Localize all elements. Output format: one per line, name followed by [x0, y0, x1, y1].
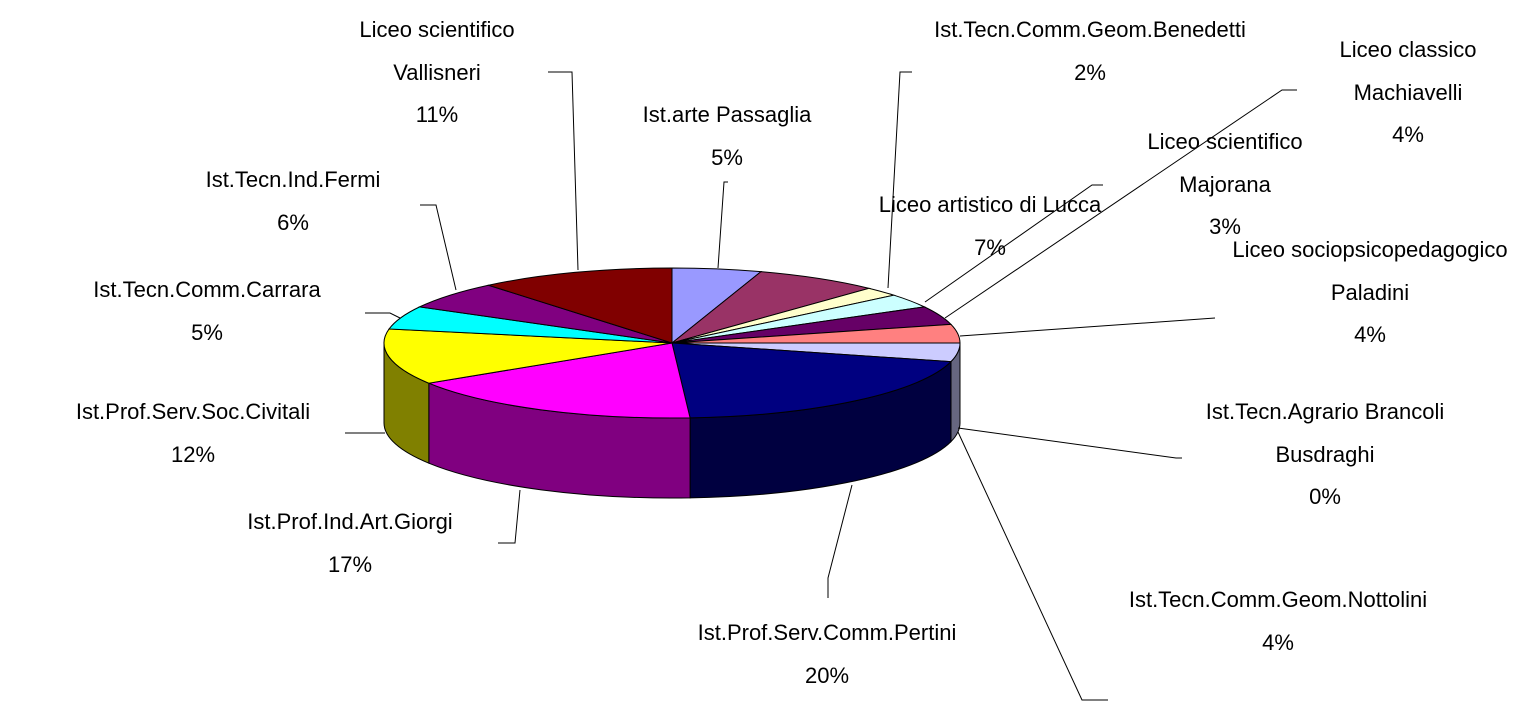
data-label: Liceo classico Machiavelli 4% — [1291, 29, 1526, 157]
data-label: Ist.Prof.Ind.Art.Giorgi 17% — [190, 501, 510, 586]
value-label: 7% — [974, 234, 1006, 260]
category-label: Liceo scientifico Vallisneri — [359, 17, 515, 85]
category-label: Liceo sociopsicopedagogico Paladini — [1232, 237, 1508, 305]
leader-line — [365, 312, 401, 319]
category-label: Ist.Prof.Ind.Art.Giorgi — [247, 509, 453, 534]
value-label: 11% — [415, 102, 459, 127]
data-label: Ist.Prof.Serv.Comm.Pertini 20% — [655, 612, 1000, 697]
value-label: 5% — [191, 319, 223, 345]
data-label: Liceo sociopsicopedagogico Paladini 4% — [1210, 229, 1530, 357]
category-label: Ist.Prof.Serv.Soc.Civitali — [75, 399, 311, 424]
data-label: Ist.Tecn.Comm.Geom.Nottolini 4% — [1108, 579, 1448, 664]
leader-line — [827, 484, 853, 598]
pie-sides — [383, 342, 961, 499]
category-label: Liceo classico Machiavelli — [1339, 37, 1477, 105]
category-label: Ist.Tecn.Comm.Geom.Benedetti — [934, 17, 1246, 42]
leader-line — [944, 89, 1297, 319]
category-label: Liceo artistico di Lucca — [878, 192, 1102, 217]
leader-line — [498, 489, 521, 544]
category-label: Ist.Tecn.Comm.Carrara — [93, 277, 321, 302]
leader-line — [959, 317, 1216, 337]
pie — [383, 267, 961, 499]
category-label: Ist.arte Passaglia — [642, 102, 812, 127]
leader-line — [420, 204, 457, 291]
leader-line — [924, 184, 1103, 303]
leader-line — [957, 431, 1108, 701]
category-label: Liceo scientifico Majorana — [1147, 129, 1303, 197]
value-label: 4% — [1354, 322, 1386, 347]
data-label: Ist.Tecn.Agrario Brancoli Busdraghi 0% — [1180, 391, 1470, 519]
category-label: Ist.Tecn.Agrario Brancoli Busdraghi — [1205, 399, 1445, 467]
value-label: 3% — [1209, 214, 1241, 239]
slice — [671, 342, 953, 419]
category-label: Ist.Tecn.Comm.Geom.Nottolini — [1128, 587, 1428, 612]
value-label: 4% — [1392, 122, 1424, 147]
value-label: 4% — [1262, 629, 1294, 655]
leader-line — [548, 71, 579, 271]
data-label: Liceo scientifico Vallisneri 11% — [317, 9, 557, 137]
slice — [427, 342, 691, 419]
pie-tops — [383, 267, 961, 419]
value-label: 17% — [327, 551, 373, 577]
value-label: 2% — [1074, 59, 1106, 85]
data-label: Ist.Tecn.Comm.Carrara 5% — [37, 269, 377, 354]
value-label: 20% — [804, 662, 850, 688]
data-label: Liceo scientifico Majorana 3% — [1105, 121, 1345, 249]
data-label: Ist.Prof.Serv.Soc.Civitali 12% — [23, 391, 363, 476]
slice — [383, 328, 673, 384]
value-label: 12% — [170, 441, 216, 467]
leader-line — [887, 71, 912, 289]
category-label: Ist.Tecn.Ind.Fermi — [205, 167, 381, 192]
leader-lines — [345, 71, 1297, 701]
data-label: Ist.arte Passaglia 5% — [577, 94, 877, 179]
data-label: Liceo artistico di Lucca 7% — [820, 184, 1160, 269]
leader-line — [957, 427, 1182, 459]
slice — [486, 267, 673, 344]
data-label: Ist.Tecn.Ind.Fermi 6% — [143, 159, 443, 244]
value-label: 6% — [277, 209, 309, 235]
value-label: 5% — [711, 144, 743, 170]
value-label: 0% — [1309, 484, 1341, 509]
category-label: Ist.Prof.Serv.Comm.Pertini — [697, 620, 957, 645]
slice — [671, 271, 872, 344]
data-label: Ist.Tecn.Comm.Geom.Benedetti 2% — [918, 9, 1263, 94]
leader-line — [717, 181, 728, 269]
